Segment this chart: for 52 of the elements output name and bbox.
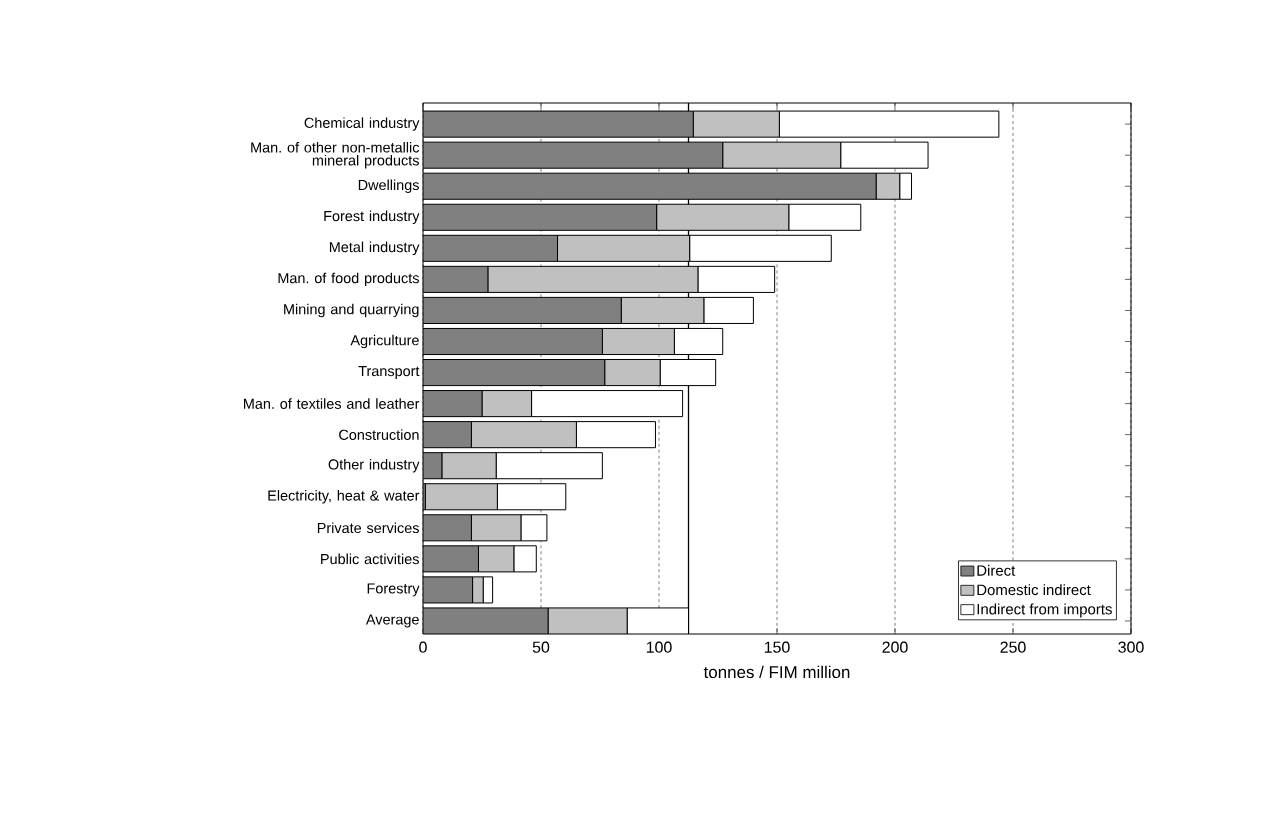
x-axis-title: tonnes / FIM million <box>703 665 850 679</box>
bar <box>626 607 689 634</box>
x-tick-label: 250 <box>1000 641 1026 653</box>
bar <box>477 545 515 573</box>
bar <box>557 234 691 262</box>
bar <box>487 265 699 293</box>
legend-label: Direct <box>977 564 1016 576</box>
legend-label: Domestic indirect <box>977 584 1091 596</box>
y-tick-label: Metal industry <box>329 241 420 256</box>
bar <box>423 514 472 542</box>
text: Indirect from imports <box>977 603 1112 618</box>
bar <box>423 390 483 418</box>
bar <box>604 359 661 387</box>
x-tick-label: 50 <box>532 641 550 653</box>
y-tick-label: Agriculture <box>350 334 419 349</box>
bar <box>423 545 479 573</box>
bar <box>423 421 472 449</box>
x-tick-label: 150 <box>764 641 790 653</box>
y-tick-label: Transport <box>358 366 420 380</box>
y-tick-label: Electricity, heat & water <box>268 490 420 504</box>
x-tick-label: 100 <box>646 641 672 653</box>
y-tick-label: Man. of other non-metallic mineral products <box>251 141 420 169</box>
bar <box>692 110 780 138</box>
y-tick-label: Dwellings <box>358 179 419 193</box>
y-tick-label: Forestry <box>367 583 420 597</box>
bar <box>424 483 498 511</box>
y-tick-label: Mining and quarrying <box>284 303 419 318</box>
y-tick-label: Average <box>365 614 419 628</box>
bar <box>601 327 675 356</box>
bar <box>620 296 705 324</box>
bar <box>656 203 790 231</box>
y-tick-label: Chemical industry <box>304 117 420 131</box>
y-tick-label: Public activities <box>321 553 419 565</box>
bar <box>423 265 489 293</box>
y-tick-label: Private services <box>317 522 419 534</box>
y-tick-label: Man. of food products <box>278 272 419 287</box>
bar <box>722 141 842 169</box>
bar <box>470 421 577 449</box>
bar <box>423 234 559 262</box>
y-tick-label: Other industry <box>328 458 420 473</box>
bar <box>547 607 628 634</box>
x-tick-label: 0 <box>419 641 427 653</box>
x-tick-label: 200 <box>882 641 908 653</box>
bar <box>423 110 694 138</box>
y-tick-label: Construction <box>339 429 419 440</box>
bar <box>423 607 549 634</box>
bar <box>441 452 497 480</box>
y-tick-label: Man. of textiles and leather <box>244 398 420 409</box>
x-tick-label: 300 <box>1118 641 1144 653</box>
bar <box>481 390 533 418</box>
y-tick-label: Forest industry <box>324 210 420 225</box>
bar <box>470 514 522 542</box>
